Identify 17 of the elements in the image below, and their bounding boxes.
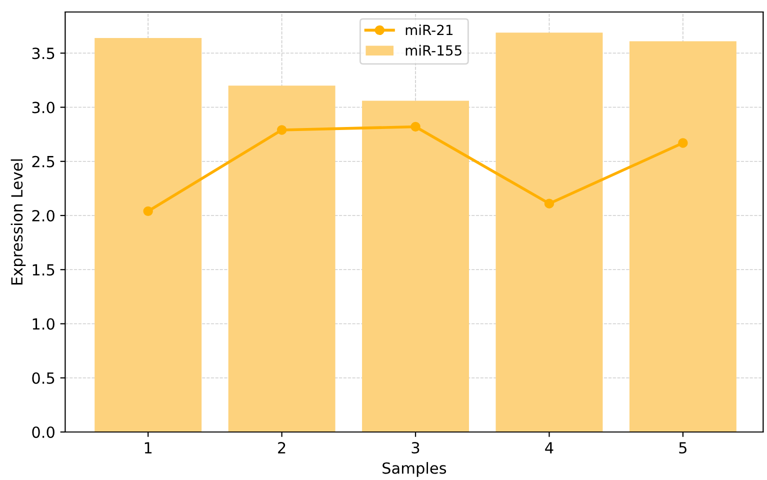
y-tick-label: 2.5: [32, 156, 54, 168]
x-tick-label: 5: [679, 442, 686, 454]
y-tick-label: 1.5: [32, 264, 54, 276]
x-tick-label: 3: [412, 442, 420, 454]
y-tick-label: 3.0: [32, 102, 54, 114]
y-tick-label: 1.0: [32, 318, 54, 330]
y-tick-label: 3.5: [32, 48, 54, 60]
y-axis-title: Expression Level: [10, 159, 26, 285]
y-tick-label: 0.0: [32, 426, 54, 438]
y-tick-label: 0.5: [32, 372, 54, 384]
legend-label: miR-21: [406, 24, 453, 36]
legend-label: miR-155: [406, 44, 462, 56]
y-tick-label: 2.0: [32, 210, 54, 222]
x-tick-label: 1: [144, 442, 152, 454]
x-tick-label: 2: [278, 442, 286, 454]
x-axis-title: Samples: [382, 462, 446, 477]
x-tick-label: 4: [545, 442, 554, 454]
